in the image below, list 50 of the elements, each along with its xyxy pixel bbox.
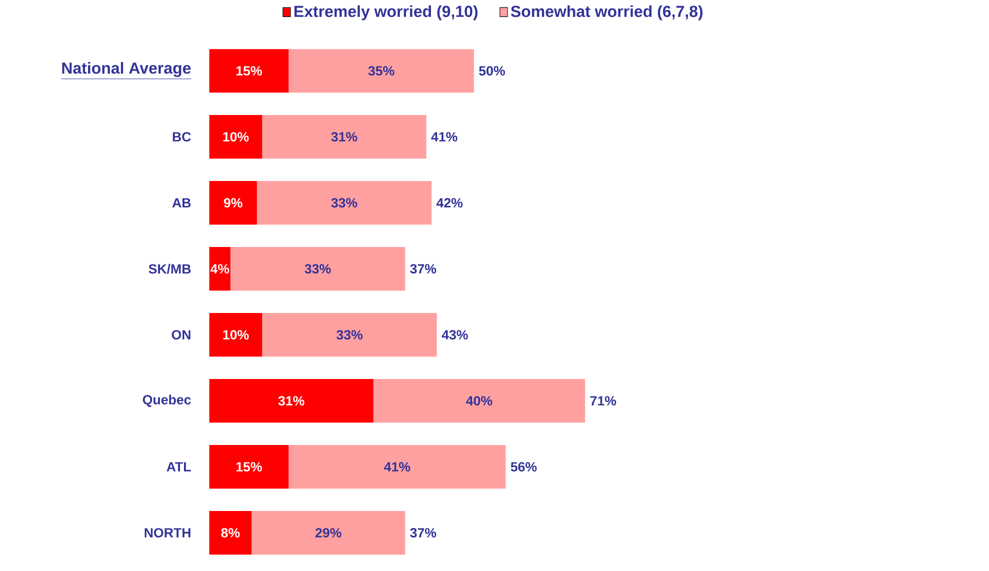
bar	[288, 49, 474, 93]
data-label: 15%	[236, 462, 262, 472]
total-label: 41%	[431, 132, 458, 142]
y-tick-label: National Average	[62, 62, 191, 77]
y-tick-label: AB	[172, 198, 191, 208]
bar	[252, 510, 406, 555]
data-label: 10%	[223, 330, 249, 340]
bar	[209, 247, 230, 291]
bar	[230, 247, 406, 291]
data-label: 33%	[331, 198, 358, 208]
data-label: 9%	[224, 198, 242, 208]
y-tick-label: SK/MB	[148, 264, 191, 274]
data-label: 35%	[368, 66, 394, 76]
data-label: 41%	[384, 462, 410, 472]
data-label: 31%	[331, 132, 358, 142]
legend-label: Somewhat worried (6,7,8)	[510, 5, 703, 20]
bar	[373, 379, 586, 423]
total-label: 50%	[479, 66, 505, 76]
data-label: 4%	[210, 264, 230, 274]
data-label: 31%	[278, 396, 304, 406]
bar	[262, 115, 426, 159]
total-label: 71%	[590, 396, 616, 406]
bar	[209, 115, 262, 159]
y-tick-label: BC	[172, 132, 191, 142]
data-label: 33%	[304, 264, 331, 274]
bar	[288, 444, 506, 489]
data-label: 33%	[336, 330, 363, 340]
bar	[209, 49, 289, 93]
y-tick-label: ATL	[166, 462, 191, 472]
bar	[262, 313, 437, 357]
data-label: 29%	[315, 528, 342, 538]
bar	[209, 181, 257, 225]
total-label: 37%	[410, 528, 436, 538]
total-label: 42%	[436, 198, 463, 208]
y-tick-label: NORTH	[144, 528, 190, 538]
data-label: 15%	[236, 66, 262, 76]
bar	[209, 444, 289, 489]
y-tick-label: ON	[172, 330, 190, 340]
y-tick-label: Quebec	[142, 394, 191, 407]
total-label: 37%	[410, 264, 436, 274]
bar	[256, 181, 432, 225]
data-label: 10%	[223, 132, 249, 142]
bar	[209, 379, 374, 423]
total-label: 43%	[442, 330, 468, 340]
data-label: 40%	[466, 396, 492, 406]
legend-label: Extremely worried (9,10)	[294, 5, 478, 20]
bar	[209, 313, 262, 357]
data-label: 8%	[221, 528, 240, 538]
bar	[209, 510, 252, 555]
total-label: 56%	[510, 462, 537, 472]
